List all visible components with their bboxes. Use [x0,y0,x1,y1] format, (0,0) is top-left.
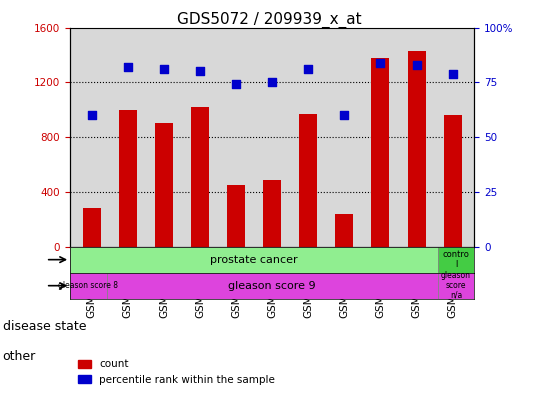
Bar [407,51,426,247]
Text: gleason score 8: gleason score 8 [58,281,119,290]
Point [448,70,457,77]
Point [123,64,132,70]
Text: gleason score 9: gleason score 9 [229,281,316,291]
Point [412,62,421,68]
Text: disease state: disease state [3,320,86,334]
Bar [82,208,101,247]
Bar [107,273,438,299]
Bar [335,214,354,247]
Point [232,81,240,88]
Bar [438,273,474,299]
Bar [191,107,209,247]
Bar [155,123,173,247]
Bar [70,273,107,299]
Point [268,79,277,85]
Bar [119,110,137,247]
Bar [263,180,281,247]
Text: prostate cancer: prostate cancer [210,255,298,264]
Point [196,68,204,75]
Legend: count, percentile rank within the sample: count, percentile rank within the sample [75,356,278,388]
Point [340,112,349,118]
Bar [371,58,390,247]
Point [304,66,313,72]
Text: contro
l: contro l [443,250,469,269]
Point [160,66,168,72]
Point [87,112,96,118]
Text: other: other [3,350,36,363]
Point [376,59,385,66]
Bar [227,185,245,247]
Text: gleason
score
n/a: gleason score n/a [441,272,471,300]
Bar [438,247,474,273]
Bar [299,114,317,247]
Text: GDS5072 / 209939_x_at: GDS5072 / 209939_x_at [177,12,362,28]
Bar [444,115,462,247]
